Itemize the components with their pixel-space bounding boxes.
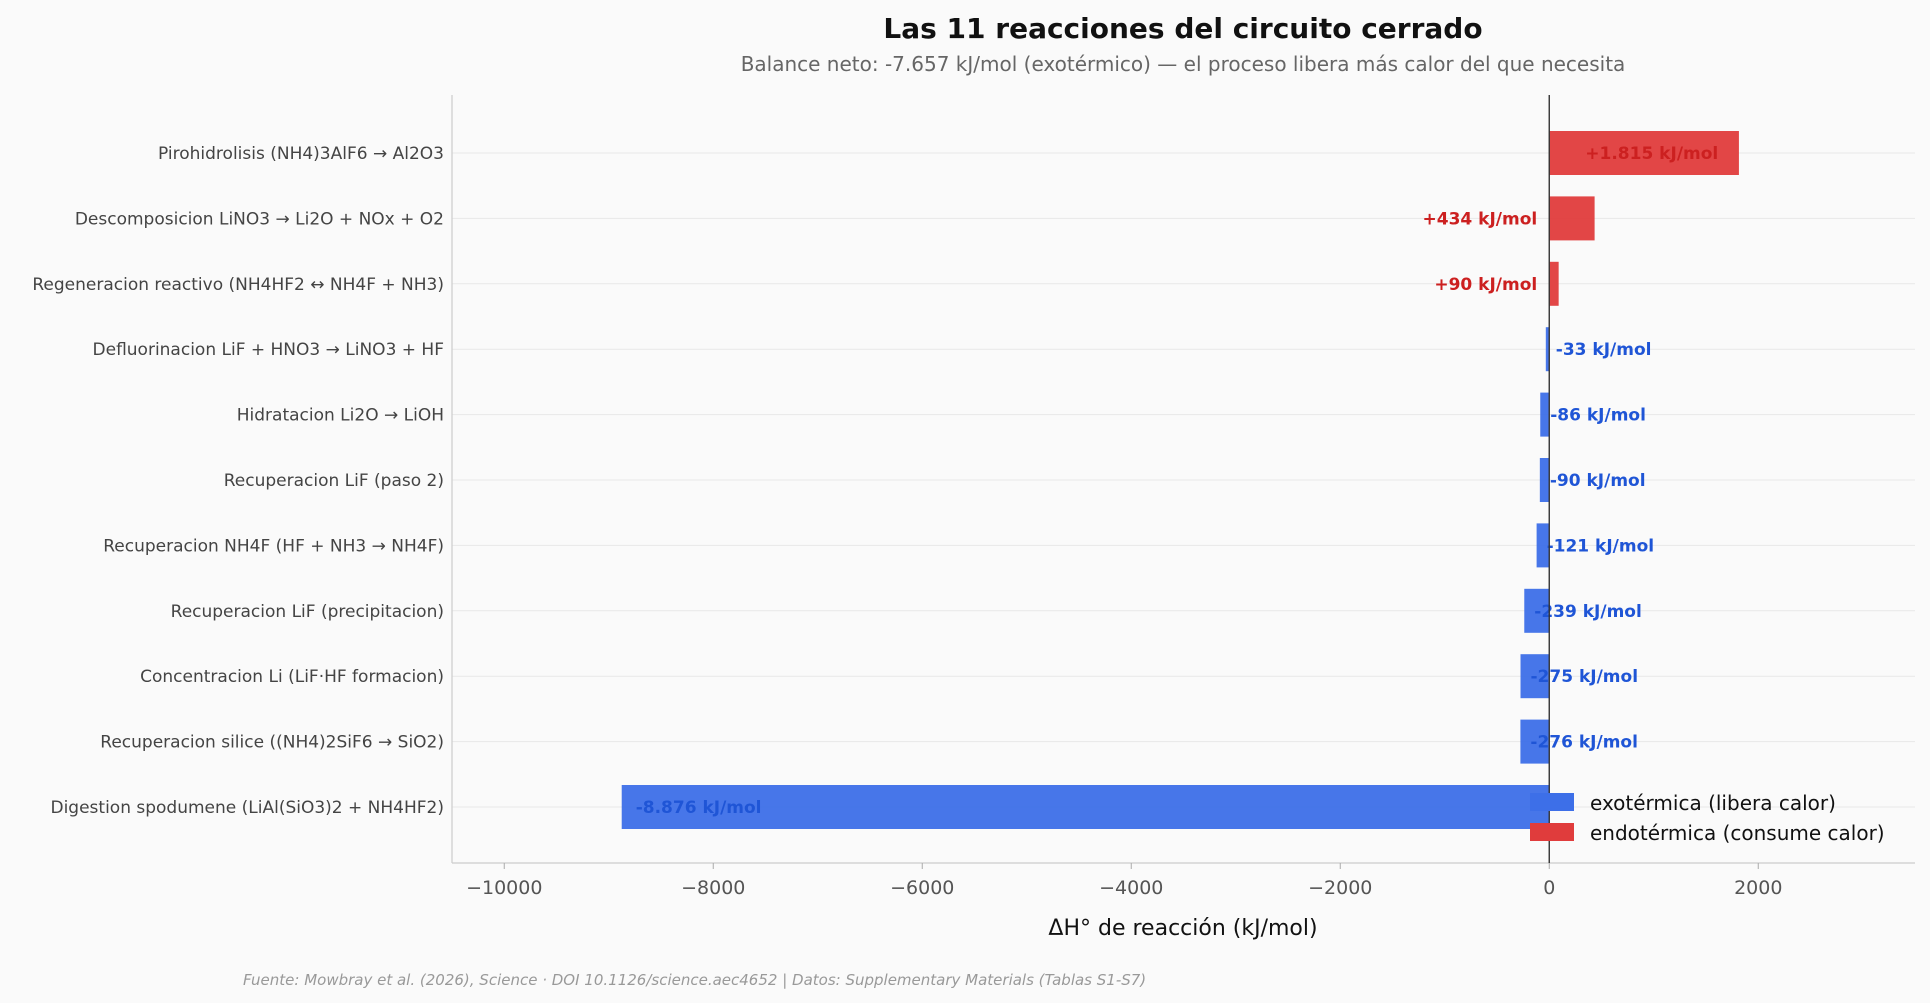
category-labels: Pirohidrolisis (NH4)3AlF6 → Al2O3 Descomp… <box>32 144 444 818</box>
data-label: -33 kJ/mol <box>1556 340 1652 360</box>
x-axis: −10000 −8000 −6000 −4000 −2000 0 2000 <box>451 95 1915 899</box>
x-tick-label: −4000 <box>1099 877 1163 899</box>
bar <box>1524 588 1550 633</box>
category-label: Descomposicion LiNO3 → Li2O + NOx + O2 <box>75 209 444 229</box>
data-label: -86 kJ/mol <box>1550 406 1646 426</box>
data-label: +434 kJ/mol <box>1423 209 1538 229</box>
bar <box>1536 523 1550 568</box>
category-label: Recuperacion NH4F (HF + NH3 → NH4F) <box>103 536 444 556</box>
bar <box>621 785 1550 829</box>
x-tick-label: −8000 <box>681 877 745 899</box>
bar <box>1540 392 1550 437</box>
data-label: -239 kJ/mol <box>1534 602 1642 622</box>
bar <box>1549 261 1559 306</box>
data-label: -121 kJ/mol <box>1547 536 1655 556</box>
data-label: -275 kJ/mol <box>1531 667 1639 687</box>
legend-swatch-endothermic <box>1530 823 1574 841</box>
chart-title: Las 11 reacciones del circuito cerrado <box>883 12 1482 45</box>
category-label: Pirohidrolisis (NH4)3AlF6 → Al2O3 <box>158 144 444 164</box>
grid <box>452 152 1915 808</box>
category-label: Regeneracion reactivo (NH4HF2 ↔ NH4F + N… <box>32 275 444 295</box>
legend-label-exothermic: exotérmica (libera calor) <box>1590 791 1836 815</box>
bar <box>1549 131 1739 175</box>
data-label: +1.815 kJ/mol <box>1585 144 1718 164</box>
data-label: +90 kJ/mol <box>1434 275 1537 295</box>
x-axis-title: ΔH° de reacción (kJ/mol) <box>1048 916 1317 941</box>
bar <box>1539 458 1550 502</box>
source-note: Fuente: Mowbray et al. (2026), Science ·… <box>243 971 1146 989</box>
data-label: -276 kJ/mol <box>1530 733 1638 753</box>
x-tick-label: −10000 <box>466 877 542 899</box>
data-labels: +1.815 kJ/mol +434 kJ/mol +90 kJ/mol -33 kJ… <box>636 144 1719 818</box>
bars <box>621 131 1739 829</box>
data-label: -8.876 kJ/mol <box>636 798 762 818</box>
x-tick-label: −6000 <box>890 877 954 899</box>
category-label: Hidratacion Li2O → LiOH <box>237 406 444 426</box>
bar <box>1520 654 1550 699</box>
data-label: -90 kJ/mol <box>1550 471 1646 491</box>
category-label: Recuperacion LiF (precipitacion) <box>171 602 444 622</box>
x-tick-label: −2000 <box>1308 877 1372 899</box>
category-label: Concentracion Li (LiF·HF formacion) <box>140 667 444 687</box>
bar <box>1545 327 1550 372</box>
category-label: Defluorinacion LiF + HNO3 → LiNO3 + HF <box>93 340 444 360</box>
x-tick-label: 2000 <box>1734 877 1782 899</box>
chart-subtitle: Balance neto: -7.657 kJ/mol (exotérmico)… <box>741 52 1626 76</box>
bar <box>1549 196 1595 241</box>
x-tick-label: 0 <box>1543 877 1555 899</box>
legend: exotérmica (libera calor) endotérmica (c… <box>1530 791 1885 845</box>
legend-label-endothermic: endotérmica (consume calor) <box>1590 821 1885 845</box>
category-label: Digestion spodumene (LiAl(SiO3)2 + NH4HF… <box>50 798 444 818</box>
bar <box>1520 719 1550 764</box>
legend-swatch-exothermic <box>1530 793 1574 811</box>
category-label: Recuperacion silice ((NH4)2SiF6 → SiO2) <box>100 733 444 753</box>
category-label: Recuperacion LiF (paso 2) <box>224 471 444 491</box>
